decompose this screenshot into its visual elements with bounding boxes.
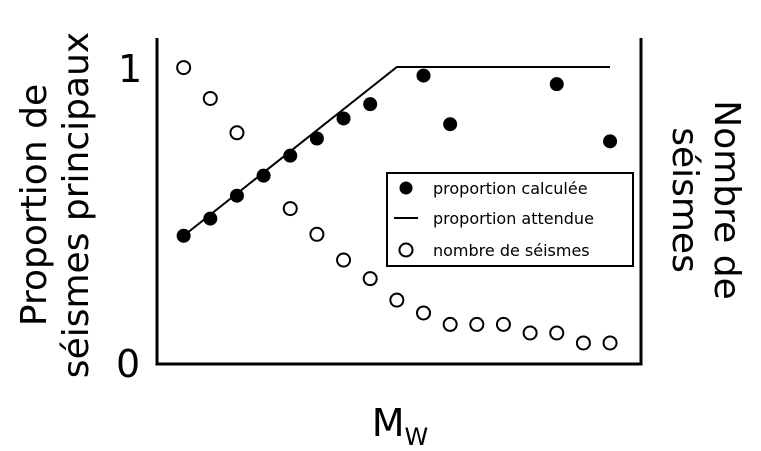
xlabel-main: M bbox=[372, 401, 405, 445]
point-count-7 bbox=[389, 292, 405, 308]
point-calculated-3 bbox=[256, 168, 271, 183]
ylabel-right-line1: Nombre de bbox=[706, 100, 747, 299]
ylabel-left-line2: séismes principaux bbox=[56, 32, 97, 378]
point-count-13 bbox=[549, 325, 565, 341]
legend-box bbox=[386, 172, 634, 267]
point-count-15 bbox=[602, 335, 618, 351]
point-count-14 bbox=[575, 335, 591, 351]
point-calculated-0 bbox=[176, 228, 191, 243]
point-calculated-8 bbox=[416, 68, 431, 83]
point-count-8 bbox=[416, 305, 431, 321]
point-count-0 bbox=[176, 60, 192, 76]
point-count-12 bbox=[522, 325, 538, 341]
point-count-2 bbox=[229, 125, 245, 141]
legend-line-label: proportion attendue bbox=[433, 209, 594, 228]
point-calculated-2 bbox=[229, 188, 244, 203]
series-line-expected bbox=[183, 66, 611, 237]
point-calculated-4 bbox=[283, 148, 298, 163]
point-count-5 bbox=[336, 252, 352, 268]
ytick-bottom: 0 bbox=[116, 342, 140, 386]
point-count-1 bbox=[202, 90, 218, 106]
xlabel: MW bbox=[372, 401, 429, 451]
point-calculated-7 bbox=[363, 97, 378, 112]
point-count-9 bbox=[442, 316, 458, 332]
legend: proportion calculée proportion attendue … bbox=[386, 172, 634, 267]
legend-open-label: nombre de séismes bbox=[433, 241, 590, 260]
ytick-top: 1 bbox=[118, 47, 142, 91]
point-calculated-9 bbox=[443, 117, 458, 132]
point-count-10 bbox=[469, 316, 485, 332]
point-calculated-11 bbox=[603, 134, 618, 149]
point-count-4 bbox=[309, 226, 325, 242]
point-calculated-1 bbox=[203, 211, 218, 226]
point-calculated-10 bbox=[549, 77, 564, 92]
legend-filled-label: proportion calculée bbox=[433, 179, 588, 198]
point-count-3 bbox=[282, 201, 298, 217]
point-count-11 bbox=[495, 316, 511, 332]
xlabel-subscript: W bbox=[405, 423, 429, 451]
ylabel-left-line1: Proportion de bbox=[14, 84, 55, 326]
legend-filled-marker bbox=[399, 181, 413, 195]
series-layer bbox=[176, 60, 618, 351]
point-count-6 bbox=[362, 271, 378, 287]
point-calculated-5 bbox=[309, 131, 324, 146]
ylabel-right-line2: séismes bbox=[664, 127, 705, 273]
point-calculated-6 bbox=[336, 111, 351, 126]
legend-open-marker bbox=[398, 242, 414, 258]
